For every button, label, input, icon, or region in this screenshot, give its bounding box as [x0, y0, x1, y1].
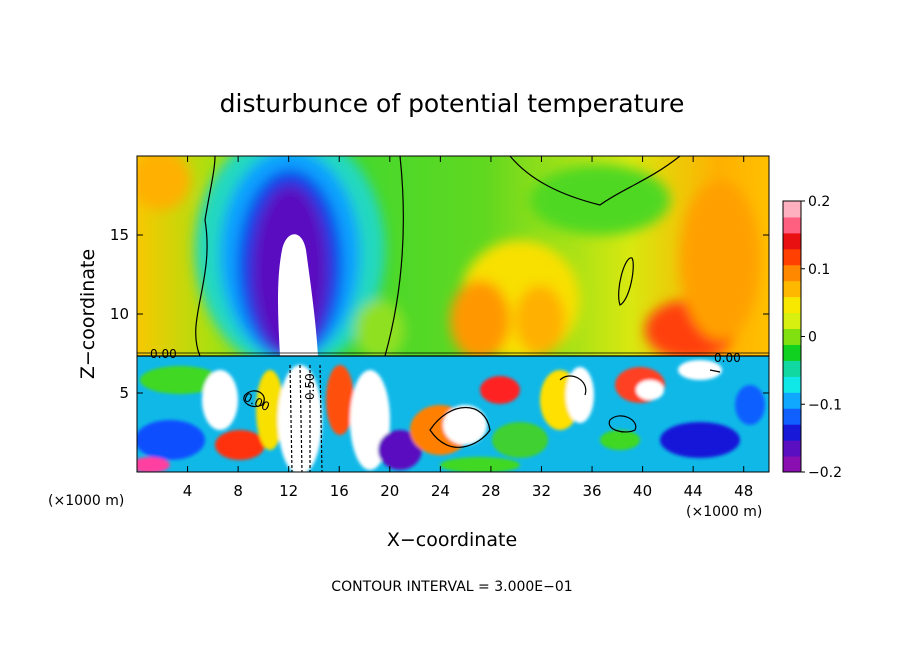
x-axis: 4 8 12 16 20 24 28 32 36 40 44 48: [183, 156, 753, 500]
x-tick-label: 40: [633, 482, 652, 500]
x-unit-left: (×1000 m): [48, 493, 124, 509]
colorbar-swatch: [783, 360, 801, 377]
colorbar-tick-label: 0.1: [808, 262, 830, 278]
plot-area: [137, 156, 769, 472]
x-tick-label: 12: [279, 482, 298, 500]
colorbar-swatch: [783, 392, 801, 409]
x-tick-label: 8: [233, 482, 243, 500]
y-axis: 5 10 15: [110, 226, 769, 402]
colorbar-swatch: [783, 344, 801, 361]
colorbar-tick-label: 0: [808, 330, 817, 346]
y-tick-label: 5: [119, 384, 129, 402]
x-tick-label: 48: [734, 482, 753, 500]
y-tick-label: 10: [110, 305, 129, 323]
contour-lines: [137, 156, 769, 472]
x-unit-right: (×1000 m): [686, 504, 762, 520]
contour-interval-text: CONTOUR INTERVAL = 3.000E−01: [331, 579, 572, 595]
colorbar-swatch: [783, 408, 801, 425]
upper-field-blobs: [137, 156, 760, 370]
colorbar-swatch: [783, 201, 801, 218]
colorbar-tick-label: 0.2: [808, 194, 830, 210]
colorbar-swatch: [783, 264, 801, 282]
x-tick-label: 20: [380, 482, 399, 500]
colorbar-swatch: [783, 456, 801, 473]
white-plume: [278, 234, 318, 356]
x-tick-label: 4: [183, 482, 193, 500]
y-axis-label: Z−coordinate: [77, 249, 99, 379]
colorbar-swatch: [783, 328, 801, 345]
colorbar-swatch: [783, 216, 801, 234]
colorbar-swatch: [783, 232, 801, 250]
x-axis-label: X−coordinate: [387, 529, 517, 551]
colorbar-swatch: [783, 424, 801, 441]
colorbar-swatch: [783, 440, 801, 457]
y-tick-label: 15: [110, 226, 129, 244]
colorbar-tick-label: −0.1: [808, 397, 842, 413]
x-tick-label: 28: [481, 482, 500, 500]
chart-title: disturbunce of potential temperature: [220, 89, 685, 118]
colorbar-swatch: [783, 296, 801, 314]
colorbar-swatch: [783, 376, 801, 393]
x-tick-label: 44: [684, 482, 703, 500]
colorbar: 0.2 0.1 0 −0.1 −0.2: [782, 194, 842, 481]
contour-label: 0.50: [303, 373, 317, 400]
x-tick-label: 32: [532, 482, 551, 500]
x-tick-label: 36: [582, 482, 601, 500]
colorbar-swatch: [783, 312, 801, 330]
colorbar-swatch: [783, 248, 801, 266]
x-tick-label: 16: [330, 482, 349, 500]
contour-label: 0.00: [150, 347, 177, 361]
colorbar-tick-label: −0.2: [808, 465, 842, 481]
lower-field-turbulence: [137, 360, 765, 472]
x-tick-label: 24: [431, 482, 450, 500]
contour-label: 0.00: [714, 351, 741, 365]
colorbar-swatch: [783, 280, 801, 298]
